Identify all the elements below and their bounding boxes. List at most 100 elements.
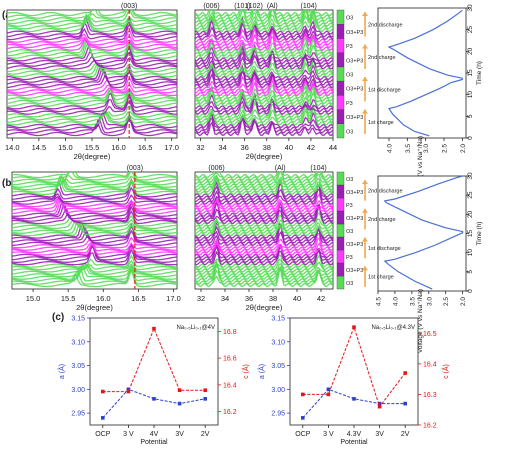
panel-label-b: (b) (2, 178, 15, 189)
b-right-pattern-25 (195, 211, 333, 227)
c-left-ytick-left-label-1: 3.00 (71, 387, 85, 394)
a-voltage-phase-swatch-2 (336, 95, 345, 110)
a-right-xtick-label-6: 44 (329, 143, 337, 152)
a-right-pattern-43 (195, 10, 333, 22)
a-right-pattern-28 (195, 44, 333, 62)
b-voltage-step-label-0: 1st charge (368, 275, 394, 281)
a-left-pattern-45 (7, 10, 177, 17)
b-right-pattern-42 (195, 173, 333, 186)
b-voltage-ytick-label-5: 25 (467, 191, 474, 199)
b-right-pattern-8 (195, 248, 333, 268)
a-left-pattern-18 (7, 70, 177, 89)
a-left-xtick-label-0: 14.0 (5, 143, 20, 152)
a-voltage-xtick-label-1: 3.5 (405, 144, 412, 153)
c-left-series-c-point-0 (101, 389, 105, 394)
c-left-xtick-label-2: 4V (150, 431, 159, 438)
b-voltage-xtick-label-0: 4.5 (376, 297, 383, 306)
a-left-pattern-19 (7, 66, 177, 86)
b-left-pattern-4 (12, 262, 177, 278)
b-right-pattern-26 (195, 205, 333, 225)
c-left-xtick-label-1: 3 V (123, 431, 134, 438)
a-voltage-step-label-3: 2nd discharge (368, 22, 403, 28)
c-right-ytick-right-label-0: 16.2 (423, 423, 437, 430)
a-voltage-xtick-label-0: 4.0 (387, 144, 394, 153)
b-left-pattern-30 (12, 198, 177, 215)
c-left-series-c-point-3 (177, 388, 182, 393)
a-voltage-plot: O3 O3+P3 P3 O3+P3 O3 O3+P3 P3 O3+P3 O3 4.0 3.5 3.0 2… (336, 4, 483, 200)
c-left-ytick-left-label-2: 3.05 (71, 363, 85, 370)
b-voltage-ytick-label-1: 5 (467, 270, 474, 274)
b-left-pattern-17 (12, 229, 177, 246)
a-left-pattern-30 (7, 39, 177, 57)
c-left-ylabel-right: c (Å) (241, 364, 250, 379)
c-right-ytick-right-label-2: 16.4 (423, 361, 437, 368)
a-left-pattern-12 (7, 87, 177, 105)
a-right-pattern-17 (195, 73, 333, 91)
a-voltage-step-label-2: 2nd charge (368, 55, 396, 61)
a-left-pattern-5 (7, 110, 177, 123)
b-right-xtick-label-3: 38 (269, 294, 277, 303)
a-left-pattern-7 (7, 105, 177, 118)
c-right-ytick-left-label-1: 3.00 (271, 387, 285, 394)
a-right-peak-label-2: (102) (246, 3, 262, 10)
b-left-pattern-36 (12, 180, 177, 200)
c-right-ytick-right-label-3: 16.5 (423, 331, 437, 338)
c-right-series-a-point-3 (377, 401, 382, 406)
c-left-plot: 2.95 3.00 3.05 3.10 3.15 16.2 16.4 16.6 16.8 OCP 3… (57, 316, 250, 447)
a-voltage-step-arrowhead-1 (362, 77, 368, 81)
c-right-ytick-right-label-1: 16.3 (423, 392, 437, 399)
c-left-ylabel-left: a (Å) (57, 364, 66, 379)
b-voltage-step-arrowhead-3 (362, 180, 368, 184)
a-voltage-phase-label-1: O3+P3 (346, 115, 363, 121)
b-left-pattern-29 (12, 199, 177, 217)
a-right-pattern-20 (195, 64, 333, 83)
a-left-curves (7, 10, 177, 137)
b-right-peak-label-2: (104) (310, 165, 326, 172)
a-voltage-phase-label-3: O3+P3 (346, 87, 363, 93)
b-voltage-phase-swatch-6 (336, 197, 345, 212)
a-right-peak-label-1: (101) (234, 3, 250, 10)
a-left-pattern-16 (7, 84, 177, 94)
b-voltage-phase-swatch-0 (336, 275, 345, 290)
b-left-curves (12, 172, 177, 288)
c-right-series-c-line (302, 325, 406, 408)
b-voltage-phase-label-8: O3 (346, 177, 353, 183)
c-left-ytick-left-label-4: 3.15 (71, 316, 85, 323)
c-left-xtick-label-4: 2V (201, 431, 210, 438)
a-left-pattern-20 (7, 65, 177, 83)
a-right-pattern-45 (195, 10, 333, 17)
a-voltage-phase-swatch-6 (336, 38, 345, 53)
b-right-pattern-32 (195, 199, 333, 210)
a-right-pattern-6 (195, 100, 333, 121)
c-right-frame (289, 317, 419, 426)
a-left-pattern-1 (7, 114, 177, 134)
a-right-pattern-22 (195, 59, 333, 78)
b-left-pattern-26 (12, 209, 177, 225)
b-left-pattern-10 (12, 243, 177, 263)
a-left-xtick-label-2: 15.0 (58, 143, 73, 152)
b-right-pattern-24 (195, 218, 333, 230)
c-left-xtick-label-0: OCP (95, 431, 111, 438)
b-left-plot: 15.0 15.5 16.0 16.5 17.0 2θ(degree) (003) (11, 165, 181, 312)
a-voltage-step-label-0: 1st charge (368, 120, 394, 126)
c-left-series-c-point-4 (203, 388, 207, 393)
b-right-pattern-9 (195, 247, 333, 266)
b-left-pattern-15 (12, 241, 177, 251)
b-left-xtick-label-0: 15.0 (26, 294, 41, 303)
b-right-peak-label-1: (Al) (275, 165, 286, 172)
a-left-xtick-label-5: 16.5 (138, 143, 153, 152)
a-right-pattern-32 (195, 32, 333, 51)
a-voltage-phase-label-0: O3 (346, 129, 353, 135)
b-voltage-xtick-label-1: 4.0 (392, 297, 399, 306)
c-left-xtick-label-3: 3V (175, 431, 184, 438)
a-voltage-xtick-label-2: 3.0 (423, 144, 430, 153)
a-right-xtick-label-5: 42 (307, 143, 315, 152)
b-voltage-ylabel: Time (h) (476, 222, 483, 246)
a-right-pattern-2 (195, 113, 333, 131)
c-left-title: Na₀.₅Li₀.₁@4V (176, 325, 215, 331)
a-right-pattern-30 (195, 36, 333, 57)
a-right-peak-label-0: (006) (203, 3, 219, 10)
b-left-xtick-label-3: 16.5 (131, 294, 146, 303)
a-right-pattern-1 (195, 113, 333, 134)
a-left-pattern-34 (7, 35, 177, 46)
